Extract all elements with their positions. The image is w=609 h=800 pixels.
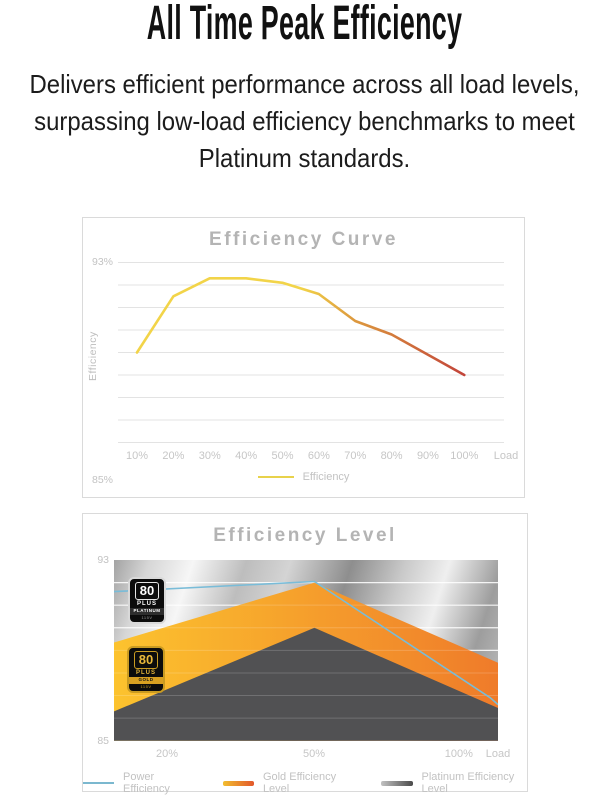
- x-tick-10%: 10%: [125, 450, 149, 462]
- y-tick-85: 85: [97, 735, 109, 747]
- x-tick-Load: Load: [485, 748, 511, 760]
- x-tick-80%: 80%: [380, 450, 403, 462]
- y-tick-93: 93: [97, 554, 109, 566]
- x-tick-20%: 20%: [155, 748, 178, 760]
- legend-label: Efficiency: [302, 471, 350, 483]
- badge-number: 80: [134, 582, 160, 600]
- y-tick-93: 93%: [91, 256, 113, 268]
- y-axis-label: Efficiency: [87, 331, 99, 381]
- legend-label: Power Efficiency: [123, 771, 170, 795]
- badge-tier: PLATINUM: [130, 608, 164, 615]
- chart-legend: Efficiency: [83, 471, 524, 483]
- subtitle-line: Delivers efficient performance across al…: [29, 69, 580, 99]
- chart-title: Efficiency Level: [213, 525, 397, 546]
- page-title: All Time Peak Efficiency: [146, 0, 463, 50]
- x-tick-100%: 100%: [444, 748, 473, 760]
- x-tick-50%: 50%: [271, 450, 294, 462]
- x-axis-end-label: Load: [493, 450, 519, 462]
- power-efficiency-swatch: [83, 782, 115, 784]
- chart-title: Efficiency Curve: [209, 229, 398, 250]
- page-subtitle: Delivers efficient performance across al…: [24, 66, 584, 177]
- platinum-efficiency-area: [114, 627, 498, 741]
- x-tick-70%: 70%: [344, 450, 367, 462]
- badge-tier: GOLD: [129, 677, 163, 684]
- 80-plus-platinum-badge: 80 PLUS PLATINUM 115V: [128, 577, 166, 624]
- efficiency-level-plot: 80 PLUS PLATINUM 115V 80 PLUS GOLD 115V: [114, 560, 498, 741]
- power-efficiency-line: [114, 580, 498, 706]
- subtitle-line: surpassing low-load efficiency benchmark…: [34, 106, 575, 136]
- badge-number: 80: [133, 651, 159, 669]
- subtitle-line: Platinum standards.: [198, 143, 411, 173]
- x-tick-40%: 40%: [235, 450, 258, 462]
- 80-plus-gold-badge: 80 PLUS GOLD 115V: [127, 646, 165, 693]
- badge-plus: PLUS: [135, 670, 156, 676]
- x-tick-30%: 30%: [198, 450, 221, 462]
- gold-level-swatch: [222, 780, 254, 786]
- legend-item: Power Efficiency: [83, 771, 193, 795]
- badge-volt: 115V: [140, 683, 152, 689]
- x-tick-90%: 90%: [416, 450, 439, 462]
- legend-label: Gold Efficiency Level: [262, 771, 337, 795]
- badge-plus: PLUS: [136, 601, 157, 607]
- legend-item: Platinum Efficiency Level: [381, 771, 527, 795]
- efficiency-level-layers: [114, 580, 498, 741]
- chart-legend: Power Efficiency Gold Efficiency Level Pla…: [83, 771, 527, 795]
- efficiency-line-swatch: [257, 476, 294, 478]
- x-tick-100%: 100%: [450, 450, 479, 462]
- legend-label: Platinum Efficiency Level: [421, 771, 515, 795]
- efficiency-curve-card: Efficiency Curve 85% 93% Efficiency 10% 2…: [82, 217, 525, 498]
- x-tick-20%: 20%: [162, 450, 185, 462]
- efficiency-level-card: Efficiency Level 93 85 80 PLUS PLATINUM …: [82, 513, 528, 795]
- legend-item: Efficiency: [257, 471, 350, 483]
- badge-volt: 115V: [141, 614, 153, 620]
- efficiency-curve-plot: [118, 262, 504, 443]
- efficiency-curve-line: [135, 276, 466, 377]
- platinum-level-swatch: [381, 780, 413, 786]
- x-tick-60%: 60%: [307, 450, 330, 462]
- y-tick-85: 85%: [91, 474, 113, 486]
- x-tick-50%: 50%: [303, 748, 326, 760]
- legend-item: Gold Efficiency Level: [222, 771, 352, 795]
